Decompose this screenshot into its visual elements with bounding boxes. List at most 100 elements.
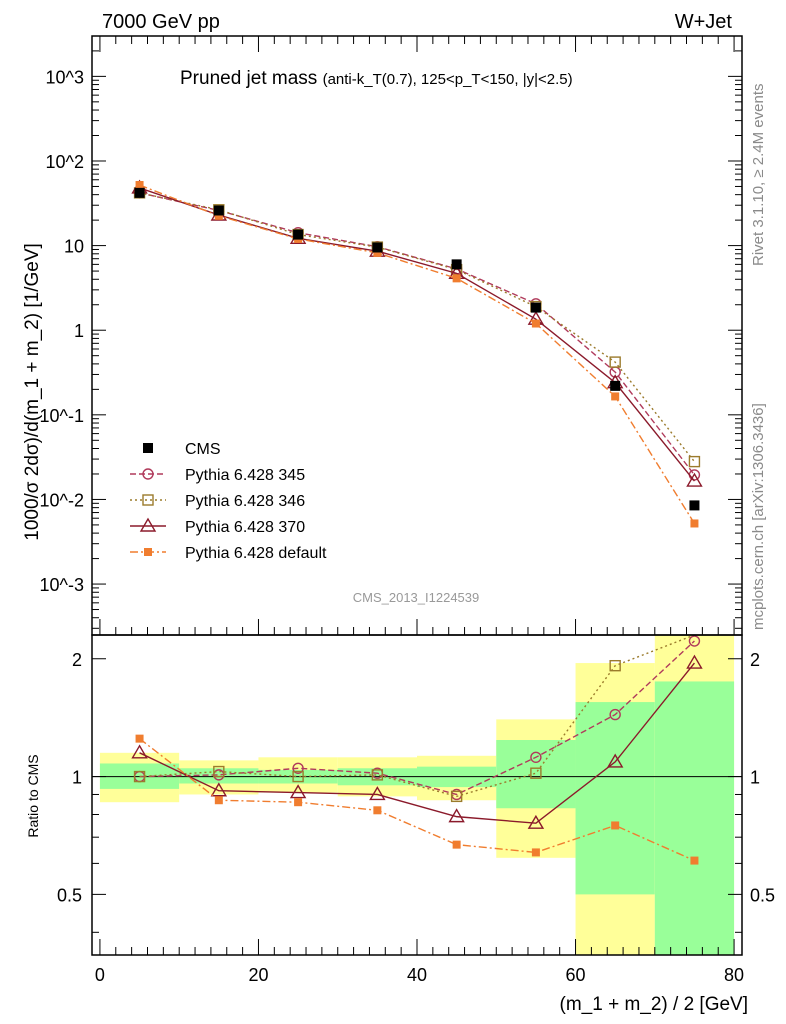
ratio-point — [369, 786, 386, 801]
ratio-line — [139, 738, 695, 862]
series-point — [135, 181, 144, 190]
mcplots-label: mcplots.cern.ch [arXiv:1306.3436] — [750, 403, 767, 630]
x-axis-label: (m_1 + m_2) / 2 [GeV] — [560, 994, 749, 1015]
data-point — [372, 242, 383, 253]
ratio-point — [448, 808, 465, 823]
y-tick-label: 10^2 — [46, 152, 84, 172]
series-line — [139, 192, 695, 463]
ratio-point — [686, 654, 703, 669]
series-line — [139, 187, 695, 482]
ratio-point — [530, 767, 542, 779]
energy-label: 7000 GeV pp — [102, 11, 220, 33]
ratio-point — [371, 769, 384, 781]
legend-marker — [139, 517, 157, 532]
ratio-point — [609, 659, 621, 672]
series-point — [452, 274, 461, 283]
main-series-lines — [131, 179, 703, 528]
ratio-line — [139, 662, 695, 824]
ratio-point — [135, 734, 144, 743]
legend-label: Pythia 6.428 346 — [185, 493, 305, 510]
ratio-point — [531, 848, 540, 857]
data-point — [530, 302, 541, 313]
y-tick-label: 1 — [74, 321, 84, 341]
y-tick-label: 10^-1 — [40, 406, 84, 426]
x-tick-label: 20 — [248, 965, 268, 985]
ratio-point — [690, 856, 699, 865]
y-tick-label: 10^3 — [46, 67, 84, 87]
series-point — [688, 455, 701, 468]
series-point — [531, 319, 540, 328]
plot-title-detail: (anti-k_T(0.7), 125<p_T<150, |y|<2.5) — [323, 71, 573, 88]
analysis-id-label: CMS_2013_I1224539 — [353, 590, 480, 605]
plot-title: Pruned jet mass (anti-k_T(0.7), 125<p_T<… — [180, 68, 573, 89]
data-point — [293, 229, 304, 240]
legend-label: Pythia 6.428 default — [185, 545, 327, 562]
ratio-uncertainty-bands — [92, 635, 742, 955]
ratio-point — [450, 790, 463, 803]
legend-marker — [142, 494, 154, 506]
ratio-point — [213, 765, 225, 778]
ratio-point — [452, 840, 461, 849]
ratio-point — [131, 744, 148, 759]
axes: 10^3 10^2 10 1 10^-1 10^-2 10^-3 2 2 1 1 0.5 0.5 0 20 4… — [40, 35, 775, 985]
ratio-tick-label: 0.5 — [57, 885, 82, 905]
legend-marker — [142, 468, 154, 480]
ratio-line — [139, 640, 695, 796]
ratio-point — [611, 821, 620, 830]
series-point — [690, 519, 699, 528]
series-point — [611, 392, 620, 401]
ratio-point — [688, 635, 701, 647]
legend-label: CMS — [185, 441, 221, 458]
ratio-point — [214, 796, 223, 805]
y-tick-label: 10 — [64, 237, 84, 257]
y-axis-label: 1000/σ 2dσ)/d(m_1 + m_2) [1/GeV] — [22, 243, 43, 541]
data-point — [213, 205, 224, 216]
ratio-tick-label: 2 — [72, 650, 82, 670]
band-inner — [654, 681, 735, 955]
ratio-point — [292, 770, 304, 783]
data-point — [610, 380, 621, 391]
ratio-point — [373, 806, 382, 815]
legend-marker — [144, 548, 152, 556]
series-line — [139, 192, 695, 476]
legend-label: Pythia 6.428 370 — [185, 519, 305, 536]
band-inner — [496, 740, 576, 809]
ratio-point — [292, 762, 304, 774]
ratio-point — [289, 784, 307, 799]
x-tick-label: 60 — [566, 965, 586, 985]
ratio-tick-label: 1 — [750, 768, 760, 788]
legend-label: Pythia 6.428 345 — [185, 467, 305, 484]
ratio-series-lines — [131, 634, 703, 865]
x-tick-label: 80 — [724, 965, 744, 985]
y-tick-label: 10^-3 — [40, 575, 84, 595]
band-inner — [575, 702, 655, 895]
ratio-point — [606, 753, 624, 768]
ratio-point — [530, 751, 542, 764]
series-point — [686, 472, 703, 487]
ratio-point — [210, 782, 228, 797]
series-point — [609, 356, 621, 368]
plot-title-main: Pruned jet mass — [180, 68, 317, 89]
x-tick-label: 40 — [407, 965, 427, 985]
y-tick-label: 10^-2 — [40, 490, 84, 510]
data-point — [451, 259, 462, 270]
series-point — [214, 211, 223, 220]
ratio-point — [294, 798, 303, 807]
ratio-tick-label: 1 — [72, 768, 82, 788]
ratio-point — [527, 814, 545, 829]
ratio-y-axis-label: Ratio to CMS — [25, 754, 41, 837]
data-point — [689, 500, 700, 511]
series-line — [139, 184, 696, 524]
legend: CMS Pythia 6.428 345 Pythia 6.428 346 Pythi… — [130, 441, 327, 562]
ratio-point — [133, 770, 146, 783]
process-label: W+Jet — [675, 11, 733, 33]
x-tick-label: 0 — [95, 965, 105, 985]
rivet-label: Rivet 3.1.10, ≥ 2.4M events — [750, 84, 767, 267]
ratio-tick-label: 2 — [750, 650, 760, 670]
series-point — [373, 248, 382, 257]
data-point — [134, 187, 145, 198]
ratio-point — [609, 708, 621, 721]
legend-marker — [143, 443, 153, 453]
ratio-tick-label: 0.5 — [750, 885, 775, 905]
